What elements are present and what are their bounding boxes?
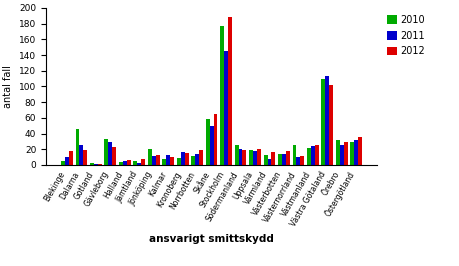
Bar (310, 146, 314, 165)
Bar (79, 144, 83, 165)
Bar (343, 142, 347, 165)
Bar (267, 159, 271, 165)
Bar (195, 154, 199, 165)
Bar (339, 145, 343, 165)
Bar (147, 149, 151, 165)
Bar (83, 150, 87, 165)
Bar (285, 151, 289, 165)
Bar (137, 163, 141, 165)
Bar (170, 157, 174, 165)
Bar (180, 152, 184, 165)
X-axis label: ansvarigt smittskydd: ansvarigt smittskydd (149, 234, 274, 244)
Bar (353, 140, 358, 165)
Bar (155, 155, 159, 165)
Bar (69, 151, 73, 165)
Bar (234, 145, 238, 165)
Bar (325, 76, 329, 165)
Bar (238, 149, 242, 165)
Bar (75, 129, 79, 165)
Bar (176, 158, 180, 165)
Bar (278, 154, 281, 165)
Legend: 2010, 2011, 2012: 2010, 2011, 2012 (385, 13, 426, 59)
Bar (292, 145, 296, 165)
Bar (314, 144, 318, 165)
Bar (329, 85, 332, 165)
Bar (133, 161, 137, 165)
Bar (112, 147, 116, 165)
Bar (321, 79, 325, 165)
Bar (90, 163, 94, 165)
Bar (296, 157, 300, 165)
Bar (151, 156, 155, 165)
Bar (166, 155, 170, 165)
Bar (65, 157, 69, 165)
Bar (249, 150, 252, 165)
Y-axis label: antal fall: antal fall (4, 65, 13, 108)
Bar (252, 151, 257, 165)
Bar (300, 156, 303, 165)
Bar (98, 164, 101, 165)
Bar (224, 51, 228, 165)
Bar (108, 142, 112, 165)
Bar (141, 159, 145, 165)
Bar (199, 150, 202, 165)
Bar (94, 164, 98, 165)
Bar (162, 159, 166, 165)
Bar (127, 160, 130, 165)
Bar (61, 161, 65, 165)
Bar (213, 114, 217, 165)
Bar (220, 26, 224, 165)
Bar (335, 140, 339, 165)
Bar (209, 126, 213, 165)
Bar (306, 148, 310, 165)
Bar (271, 152, 275, 165)
Bar (358, 138, 361, 165)
Bar (205, 119, 209, 165)
Bar (228, 17, 231, 165)
Bar (123, 161, 127, 165)
Bar (191, 156, 195, 165)
Bar (119, 162, 123, 165)
Bar (263, 155, 267, 165)
Bar (281, 154, 285, 165)
Bar (257, 149, 260, 165)
Bar (242, 150, 246, 165)
Bar (104, 139, 108, 165)
Bar (350, 142, 353, 165)
Bar (184, 153, 188, 165)
